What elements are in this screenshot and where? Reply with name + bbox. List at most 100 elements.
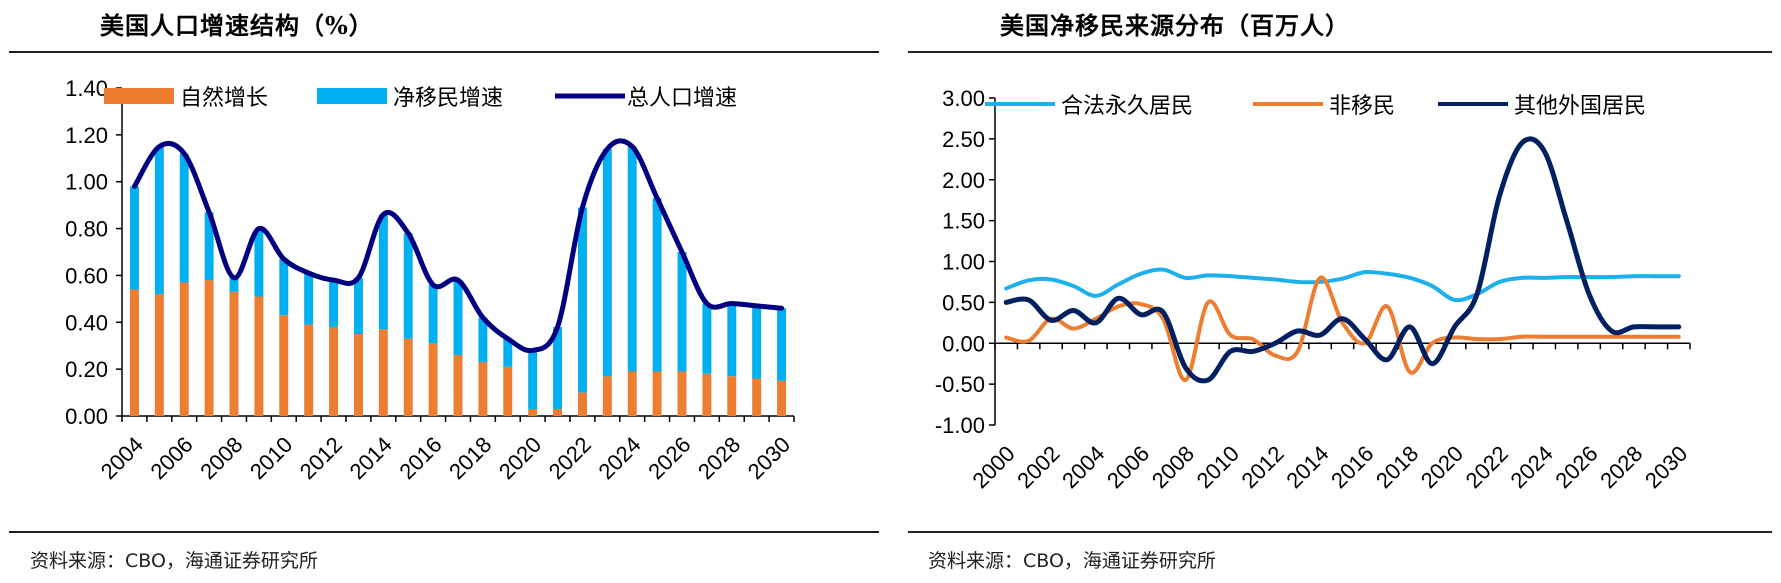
bar-net-migration bbox=[304, 273, 314, 325]
bar-net-migration bbox=[553, 326, 563, 409]
bar-natural-growth bbox=[279, 315, 289, 416]
population-growth-chart: 0.000.200.400.600.801.001.201.4020042006… bbox=[65, 76, 795, 484]
bar-natural-growth bbox=[702, 373, 712, 416]
legend-label-other-foreign-residents: 其他外国居民 bbox=[1514, 94, 1646, 119]
bar-natural-growth bbox=[179, 282, 189, 416]
y-tick-label: 1.50 bbox=[942, 209, 985, 234]
x-tick-label: 2024 bbox=[1506, 441, 1558, 493]
y-tick-label: 0.00 bbox=[65, 404, 108, 429]
bar-natural-growth bbox=[528, 408, 538, 416]
bar-natural-growth bbox=[752, 378, 762, 416]
right-source-note: 资料来源：CBO，海通证券研究所 bbox=[928, 550, 1216, 572]
bar-natural-growth bbox=[378, 329, 388, 416]
bar-net-migration bbox=[329, 280, 339, 327]
bar-net-migration bbox=[254, 228, 264, 297]
immigration-source-chart: -1.00 -0.50 0.00 0.50 1.00 1.50 2.00 2.50 3.00 20… bbox=[935, 86, 1692, 493]
bar-natural-growth bbox=[727, 376, 737, 416]
bar-natural-growth bbox=[577, 392, 587, 416]
bar-natural-growth bbox=[353, 334, 363, 416]
bar-net-migration bbox=[353, 277, 363, 334]
bar-natural-growth bbox=[677, 371, 687, 416]
bar-net-migration bbox=[403, 233, 413, 339]
bar-natural-growth bbox=[403, 338, 413, 416]
x-tick-label: 2020 bbox=[1416, 441, 1468, 493]
left-chart-title: 美国人口增速结构（%） bbox=[100, 11, 374, 40]
legend-label-net-migration: 净移民增速 bbox=[393, 86, 503, 111]
bar-net-migration bbox=[503, 338, 513, 367]
line-total-growth bbox=[131, 138, 785, 354]
bar-net-migration bbox=[528, 350, 538, 409]
left-title-rule bbox=[9, 51, 879, 53]
bar-natural-growth bbox=[329, 326, 339, 416]
bar-net-migration bbox=[652, 198, 662, 372]
line-permanent-residents bbox=[1004, 267, 1681, 303]
legend-label-permanent-residents: 合法永久居民 bbox=[1061, 94, 1193, 119]
bar-natural-growth bbox=[304, 324, 314, 416]
bar-net-migration bbox=[752, 305, 762, 379]
y-tick-label: -1.00 bbox=[935, 413, 985, 438]
bar-natural-growth bbox=[129, 289, 139, 416]
x-tick-label: 2004 bbox=[1057, 441, 1109, 493]
bar-natural-growth bbox=[154, 294, 164, 416]
y-tick-label: 0.40 bbox=[65, 310, 108, 335]
x-tick-label: 2028 bbox=[1595, 441, 1647, 493]
y-tick-label: 0.00 bbox=[942, 331, 985, 356]
y-tick-label: 0.60 bbox=[65, 263, 108, 288]
right-chart-title: 美国净移民来源分布（百万人） bbox=[1000, 11, 1350, 40]
right-title-rule bbox=[908, 51, 1772, 53]
y-tick-label: 1.00 bbox=[942, 250, 985, 275]
bar-net-migration bbox=[179, 153, 189, 283]
bar-net-migration bbox=[378, 214, 388, 330]
x-tick-label: 2016 bbox=[1326, 441, 1378, 493]
x-tick-label: 2000 bbox=[967, 441, 1019, 493]
bar-natural-growth bbox=[254, 296, 264, 416]
bar-net-migration bbox=[478, 317, 488, 363]
bar-net-migration bbox=[229, 277, 239, 292]
y-tick-label: 2.00 bbox=[942, 168, 985, 193]
y-tick-label: 2.50 bbox=[942, 127, 985, 152]
x-tick-label: 2026 bbox=[1550, 441, 1602, 493]
legend-label-non-immigrants: 非移民 bbox=[1329, 94, 1395, 119]
bar-natural-growth bbox=[627, 371, 637, 416]
x-tick-label: 2006 bbox=[1102, 441, 1154, 493]
bar-net-migration bbox=[154, 146, 164, 295]
bar-natural-growth bbox=[478, 362, 488, 416]
bar-natural-growth bbox=[777, 380, 787, 416]
bar-net-migration bbox=[279, 259, 289, 316]
bar-natural-growth bbox=[553, 408, 563, 416]
x-tick-label: 2018 bbox=[1371, 441, 1423, 493]
bar-natural-growth bbox=[503, 366, 513, 416]
x-tick-label: 2022 bbox=[1461, 441, 1513, 493]
bar-natural-growth bbox=[204, 280, 214, 416]
y-tick-label: 0.50 bbox=[942, 290, 985, 315]
bar-natural-growth bbox=[229, 291, 239, 416]
bar-net-migration bbox=[428, 284, 438, 344]
y-tick-label: 0.80 bbox=[65, 217, 108, 242]
bar-natural-growth bbox=[428, 343, 438, 416]
left-source-note: 资料来源：CBO，海通证券研究所 bbox=[30, 550, 318, 572]
bar-net-migration bbox=[702, 303, 712, 374]
bar-net-migration bbox=[129, 186, 139, 290]
bar-net-migration bbox=[677, 252, 687, 372]
x-tick-label: 2002 bbox=[1012, 441, 1064, 493]
left-bottom-rule bbox=[9, 531, 879, 533]
bar-net-migration bbox=[602, 148, 612, 377]
x-tick-label: 2010 bbox=[1192, 441, 1244, 493]
x-tick-label: 2008 bbox=[1147, 441, 1199, 493]
y-tick-label: 1.00 bbox=[65, 170, 108, 195]
bar-natural-growth bbox=[602, 376, 612, 416]
x-tick-label: 2012 bbox=[1236, 441, 1288, 493]
bar-net-migration bbox=[727, 303, 737, 377]
y-tick-label: -0.50 bbox=[935, 372, 985, 397]
bar-net-migration bbox=[204, 212, 214, 281]
legend-label-natural-growth: 自然增长 bbox=[180, 86, 268, 111]
x-tick-label: 2030 bbox=[1640, 441, 1692, 493]
x-tick-label: 2014 bbox=[1281, 441, 1333, 493]
y-tick-label: 3.00 bbox=[942, 86, 985, 111]
bar-net-migration bbox=[627, 146, 637, 372]
bar-net-migration bbox=[777, 308, 787, 381]
bar-net-migration bbox=[453, 280, 463, 356]
bar-net-migration bbox=[577, 207, 587, 393]
y-tick-label: 1.20 bbox=[65, 123, 108, 148]
legend-swatch-natural-growth bbox=[104, 88, 174, 104]
